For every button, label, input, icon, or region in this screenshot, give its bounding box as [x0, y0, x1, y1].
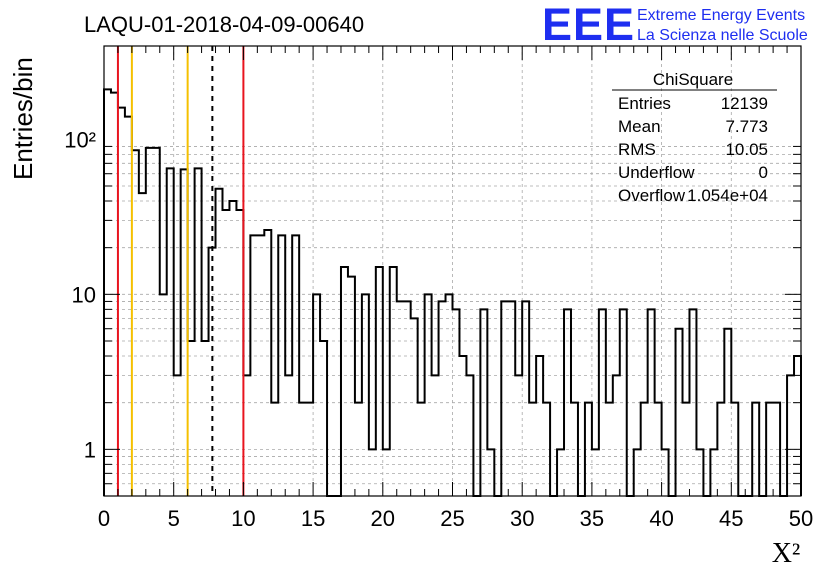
x-tick-label: 10 — [231, 506, 255, 531]
x-tick-label: 50 — [789, 506, 813, 531]
chart-title: LAQU-01-2018-04-09-00640 — [84, 12, 364, 37]
stats-value-mean: 7.773 — [725, 117, 768, 136]
y-tick-label: 1 — [84, 437, 96, 462]
stats-header: ChiSquare — [653, 70, 733, 89]
stats-value-underflow: 0 — [759, 163, 768, 182]
x-axis-label: X² — [772, 538, 801, 569]
stats-label-underflow: Underflow — [618, 163, 695, 182]
y-axis-label: Entries/bin — [8, 57, 38, 180]
stats-value-entries: 12139 — [721, 94, 768, 113]
x-tick-label: 35 — [580, 506, 604, 531]
stats-label-overflow: Overflow — [618, 186, 686, 205]
y-tick-label: 10² — [64, 127, 96, 152]
stats-label-mean: Mean — [618, 117, 661, 136]
histogram-series — [103, 88, 802, 497]
marker-lines-layer — [116, 46, 245, 496]
stats-label-entries: Entries — [618, 94, 671, 113]
x-tick-label: 0 — [98, 506, 110, 531]
x-tick-label: 15 — [301, 506, 325, 531]
y-tick-label: 10 — [72, 282, 96, 307]
stats-box: ChiSquare Entries 12139 Mean 7.773 RMS 1… — [612, 70, 777, 205]
x-tick-label: 20 — [371, 506, 395, 531]
stats-value-rms: 10.05 — [725, 140, 768, 159]
x-tick-label: 30 — [510, 506, 534, 531]
eee-logo: EEE Extreme Energy Events La Scienza nel… — [542, 0, 808, 50]
x-tick-label: 40 — [649, 506, 673, 531]
histogram-layer — [103, 88, 802, 497]
eee-logo-line1: Extreme Energy Events — [637, 7, 805, 24]
x-tick-label: 25 — [440, 506, 464, 531]
ticks-layer: 0 5 10 15 20 25 30 35 40 45 50 1 10 10² — [64, 46, 813, 531]
x-tick-label: 45 — [719, 506, 743, 531]
stats-value-overflow: 1.054e+04 — [687, 186, 768, 205]
stats-label-rms: RMS — [618, 140, 656, 159]
eee-logo-mark: EEE — [542, 0, 635, 50]
x-tick-label: 5 — [168, 506, 180, 531]
eee-logo-line2: La Scienza nelle Scuole — [637, 27, 808, 44]
